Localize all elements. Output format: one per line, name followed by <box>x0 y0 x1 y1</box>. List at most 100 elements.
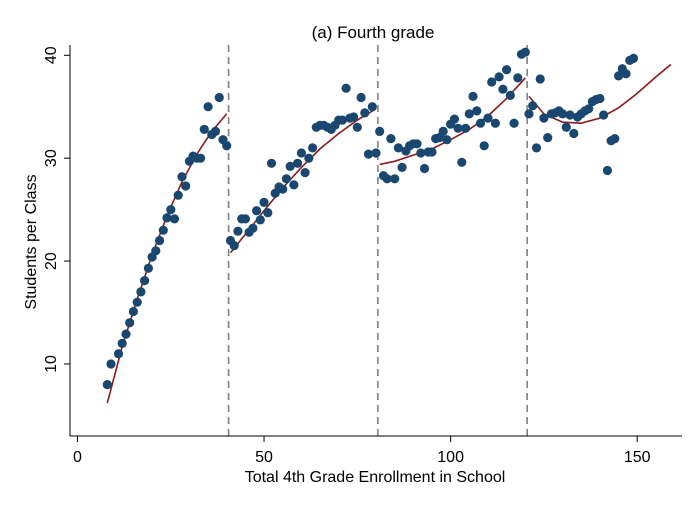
data-point <box>304 153 314 163</box>
data-point <box>337 115 347 125</box>
data-point <box>461 123 471 133</box>
data-point <box>341 83 351 93</box>
data-point <box>386 134 396 144</box>
data-point <box>531 143 542 153</box>
data-point <box>255 215 265 225</box>
data-point <box>128 306 138 317</box>
data-point <box>177 172 187 182</box>
data-point <box>479 141 489 151</box>
data-point <box>468 91 478 101</box>
data-point <box>308 143 318 153</box>
data-point <box>196 153 206 163</box>
data-point <box>349 112 359 122</box>
x-tick-label: 0 <box>73 449 82 466</box>
data-point <box>464 109 474 119</box>
data-point <box>136 287 146 297</box>
data-point <box>621 69 631 79</box>
data-point <box>614 71 624 81</box>
data-point <box>565 110 575 120</box>
data-point <box>390 174 400 184</box>
data-point <box>263 208 273 218</box>
chart-title: (a) Fourth grade <box>312 23 435 42</box>
data-point <box>419 163 430 174</box>
data-point <box>513 73 523 83</box>
data-points <box>102 47 639 390</box>
x-tick-label: 50 <box>255 449 273 466</box>
data-point <box>505 90 515 100</box>
data-point <box>169 214 180 224</box>
y-tick-label: 30 <box>43 149 60 167</box>
data-point <box>558 109 568 119</box>
data-point <box>595 93 605 104</box>
data-point <box>382 174 392 184</box>
data-point <box>371 148 381 158</box>
data-point <box>475 118 486 128</box>
y-tick-label: 10 <box>43 355 60 373</box>
data-point <box>367 102 377 112</box>
data-point <box>438 126 448 136</box>
data-point <box>416 148 426 158</box>
data-point <box>293 158 303 168</box>
data-point <box>140 276 150 286</box>
data-point <box>628 53 639 64</box>
data-point <box>602 165 613 176</box>
data-point <box>509 118 519 128</box>
data-point <box>132 297 142 307</box>
x-tick-label: 150 <box>624 449 651 466</box>
y-tick-label: 40 <box>43 46 60 64</box>
data-point <box>248 223 258 233</box>
data-point <box>229 241 239 251</box>
y-tick-label: 20 <box>43 252 60 270</box>
data-point <box>166 205 176 215</box>
data-point <box>233 226 243 236</box>
data-point <box>412 139 422 149</box>
data-point <box>375 126 385 136</box>
data-point <box>113 349 124 359</box>
data-point <box>222 141 232 151</box>
data-point <box>106 359 116 369</box>
data-point <box>483 113 493 123</box>
data-point <box>427 147 437 157</box>
x-axis-label: Total 4th Grade Enrollment in School <box>245 469 506 486</box>
axis-ticks: 0 50 100 150 10 20 30 40 <box>43 46 651 466</box>
data-point <box>487 77 497 87</box>
data-point <box>498 84 508 94</box>
data-point <box>569 128 579 139</box>
data-point <box>199 124 209 134</box>
cutoff-lines <box>227 45 528 436</box>
data-point <box>584 104 594 114</box>
data-point <box>363 149 374 159</box>
data-point <box>360 108 370 118</box>
data-point <box>252 206 262 216</box>
data-point <box>561 122 571 132</box>
data-point <box>281 174 291 184</box>
data-point <box>121 329 131 339</box>
data-point <box>296 148 306 158</box>
y-axis-label: Students per Class <box>23 174 40 309</box>
data-point <box>300 168 310 178</box>
data-point <box>524 109 534 119</box>
data-point <box>393 143 403 153</box>
data-point <box>397 162 407 172</box>
data-point <box>125 318 135 328</box>
data-point <box>502 65 512 75</box>
data-point <box>117 338 127 348</box>
data-point <box>520 47 530 57</box>
data-point <box>528 101 538 111</box>
axes <box>69 45 682 437</box>
data-point <box>352 122 362 132</box>
data-point <box>494 72 504 82</box>
data-point <box>266 158 277 168</box>
data-point <box>278 184 288 194</box>
fit-segment-1 <box>106 113 228 404</box>
data-point <box>151 246 161 256</box>
data-point <box>599 110 609 120</box>
data-point <box>162 213 172 223</box>
data-point <box>543 133 553 143</box>
data-point <box>449 114 459 124</box>
data-point <box>285 161 295 171</box>
data-point <box>155 235 165 246</box>
data-point <box>210 126 221 136</box>
